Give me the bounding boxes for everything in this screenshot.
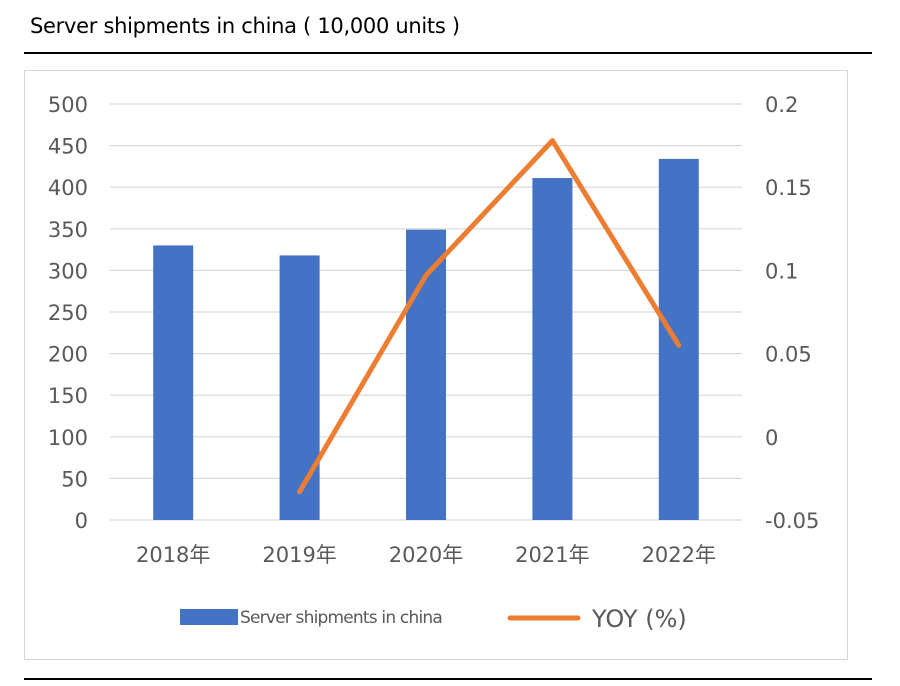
legend-label-line: YOY (%) <box>591 605 687 633</box>
bar <box>279 255 320 520</box>
y-left-tick-label: 250 <box>48 301 88 325</box>
x-tick-label: 2020年 <box>389 543 463 567</box>
y-left-tick-label: 150 <box>48 384 88 408</box>
x-tick-label: 2022年 <box>642 543 716 567</box>
y-right-tick-label: 0.15 <box>765 176 812 200</box>
y-left-tick-label: 200 <box>48 343 88 367</box>
y-left-tick-label: 50 <box>61 467 88 491</box>
bar <box>153 245 194 520</box>
bar <box>532 178 573 520</box>
legend-label-bar: Server shipments in china <box>240 608 442 628</box>
x-tick-label: 2021年 <box>515 543 589 567</box>
y-right-tick-label: 0 <box>765 426 778 450</box>
y-left-tick-label: 400 <box>48 176 88 200</box>
y-left-tick-label: 0 <box>75 509 88 533</box>
y-left-tick-label: 100 <box>48 426 88 450</box>
bar <box>658 158 699 521</box>
y-right-tick-label: 0.2 <box>765 93 798 117</box>
title-underline <box>24 52 872 54</box>
y-right-tick-label: 0.05 <box>765 343 812 367</box>
y-right-tick-label: 0.1 <box>765 259 798 283</box>
legend-bar-swatch <box>180 609 238 625</box>
x-tick-label: 2018年 <box>136 543 210 567</box>
y-left-tick-label: 350 <box>48 218 88 242</box>
y-right-tick-label: -0.05 <box>765 509 819 533</box>
y-left-tick-label: 300 <box>48 259 88 283</box>
yoy-line <box>297 138 682 495</box>
y-left-tick-label: 500 <box>48 93 88 117</box>
bottom-rule <box>24 678 872 680</box>
chart-title: Server shipments in china ( 10,000 units… <box>30 14 460 38</box>
x-tick-label: 2019年 <box>262 543 336 567</box>
y-left-tick-label: 450 <box>48 135 88 159</box>
chart-frame <box>24 70 848 660</box>
